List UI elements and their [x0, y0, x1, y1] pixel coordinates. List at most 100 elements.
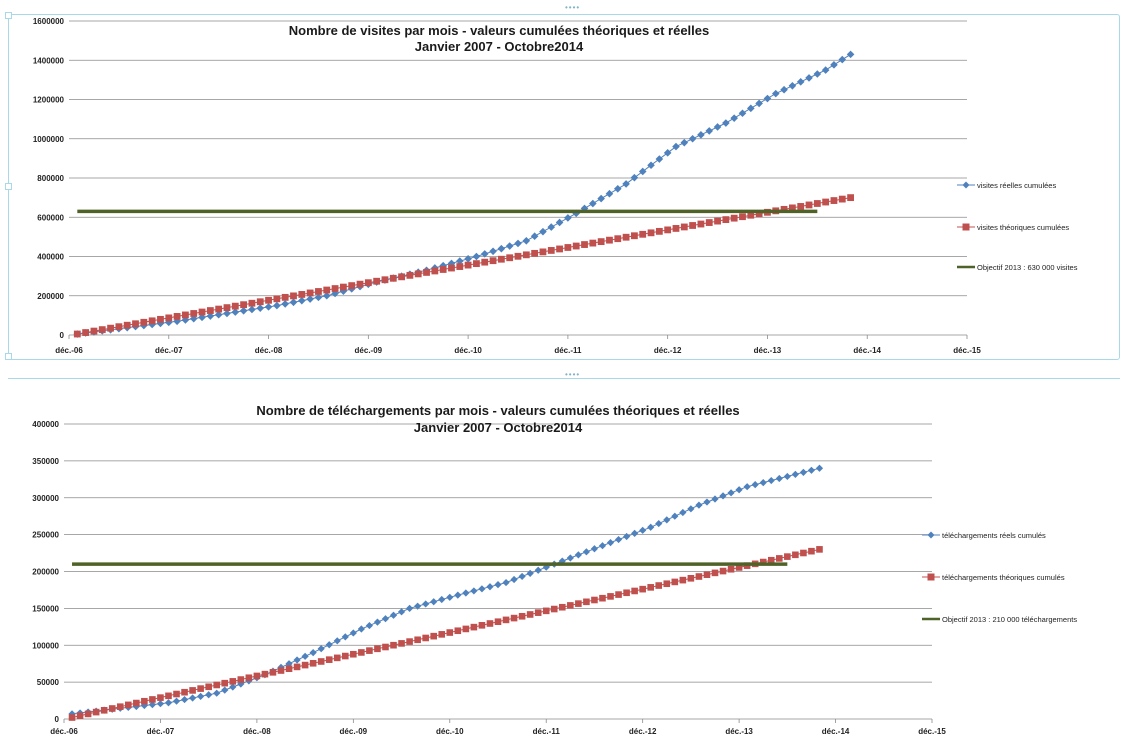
data-point	[680, 223, 688, 231]
data-point	[583, 598, 590, 606]
data-point	[530, 232, 539, 241]
data-point	[522, 251, 530, 259]
data-point	[581, 241, 588, 248]
data-point	[447, 259, 456, 268]
data-point	[414, 636, 421, 644]
data-point	[223, 309, 231, 318]
data-point	[695, 501, 703, 509]
data-point	[808, 547, 815, 555]
data-point	[261, 670, 269, 678]
resize-handle[interactable]	[5, 12, 12, 19]
data-point	[317, 645, 325, 653]
data-point	[607, 593, 614, 600]
data-point	[727, 565, 735, 573]
data-point	[759, 478, 767, 487]
data-point	[223, 304, 231, 312]
data-point	[615, 591, 622, 598]
data-point	[389, 611, 398, 619]
data-point	[240, 301, 248, 309]
data-point	[423, 269, 430, 276]
data-point	[164, 318, 173, 327]
data-point	[253, 672, 261, 680]
x-tick-label: déc.-11	[533, 727, 561, 736]
data-point	[838, 55, 847, 64]
data-point	[172, 697, 181, 705]
data-point	[788, 81, 797, 90]
resize-grip-top[interactable]: ••••	[565, 3, 581, 12]
data-point	[719, 567, 727, 575]
data-point	[264, 303, 273, 311]
data-point	[591, 596, 598, 604]
data-point	[470, 623, 478, 631]
data-point	[438, 631, 446, 638]
data-point	[454, 591, 462, 599]
visits-chart: 0 200000 400000 600000 800000 1000000 1200000 1…	[33, 17, 1078, 355]
data-point	[115, 323, 123, 331]
x-tick-label: déc.-11	[554, 346, 582, 355]
data-point	[605, 189, 614, 198]
data-point	[298, 291, 306, 298]
data-point	[309, 659, 317, 667]
data-point	[205, 683, 212, 691]
y-tick-label: 400000	[37, 253, 64, 262]
data-point	[325, 641, 333, 649]
data-point	[381, 615, 390, 623]
data-point	[497, 244, 506, 253]
x-tick-label: déc.-07	[147, 727, 175, 736]
data-point	[231, 308, 240, 316]
legend-label: visites réelles cumulées	[977, 181, 1056, 190]
data-point	[256, 298, 264, 306]
y-tick-label: 300000	[32, 494, 59, 503]
resize-handle[interactable]	[5, 353, 12, 360]
data-point	[124, 701, 132, 709]
data-point	[711, 569, 719, 577]
data-point	[747, 211, 755, 219]
data-point	[796, 78, 805, 86]
data-point	[574, 551, 582, 559]
data-point	[663, 580, 671, 588]
data-point	[277, 667, 285, 674]
data-point	[164, 699, 173, 707]
data-point	[727, 489, 735, 497]
data-point	[534, 566, 542, 574]
data-point	[389, 274, 397, 282]
data-point	[792, 551, 799, 559]
data-point	[301, 652, 309, 660]
data-point	[846, 50, 855, 59]
data-point	[703, 498, 711, 506]
data-point	[606, 236, 613, 244]
x-tick-label: déc.-15	[953, 346, 981, 355]
data-point	[348, 282, 356, 290]
data-point	[422, 634, 429, 642]
series-line	[77, 53, 851, 335]
x-tick-label: déc.-07	[155, 346, 183, 355]
y-tick-label: 1000000	[33, 135, 65, 144]
data-point	[539, 248, 547, 256]
data-point	[165, 314, 173, 322]
data-point	[542, 607, 550, 615]
data-point	[771, 89, 780, 98]
data-point	[82, 329, 90, 336]
data-point	[248, 305, 256, 314]
data-point	[510, 614, 518, 622]
chart-subtitle: Janvier 2007 - Octobre2014	[415, 39, 584, 54]
resize-grip-bottom[interactable]: ••••	[565, 370, 581, 379]
data-point	[173, 317, 181, 326]
data-point	[293, 656, 301, 664]
resize-handle[interactable]	[5, 183, 12, 190]
data-point	[514, 239, 522, 248]
data-point	[301, 661, 309, 669]
data-point	[631, 529, 639, 537]
data-point	[454, 627, 462, 635]
data-point	[306, 289, 314, 297]
data-point	[730, 214, 738, 222]
data-point	[494, 618, 502, 625]
y-tick-label: 250000	[32, 531, 59, 540]
data-point	[285, 665, 293, 673]
y-tick-label: 50000	[37, 678, 60, 687]
data-point	[472, 252, 481, 261]
data-point	[197, 692, 205, 700]
data-point	[464, 254, 472, 263]
data-point	[356, 280, 364, 288]
data-point	[357, 625, 365, 633]
